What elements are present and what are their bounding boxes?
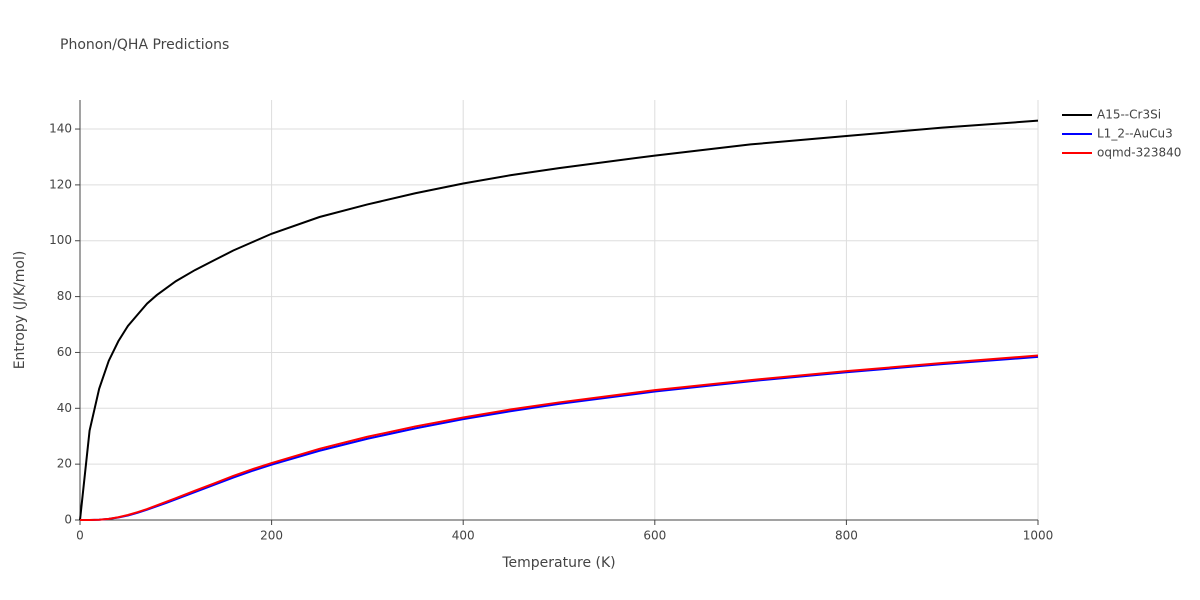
x-tick-label: 200 — [260, 529, 283, 543]
y-axis-title: Entropy (J/K/mol) — [12, 251, 28, 370]
legend-label: oqmd-323840 — [1097, 146, 1181, 160]
y-tick-label: 100 — [49, 233, 72, 247]
chart-title: Phonon/QHA Predictions — [60, 37, 229, 53]
x-tick-label: 0 — [76, 529, 84, 543]
y-tick-label: 20 — [57, 457, 72, 471]
y-tick-label: 140 — [49, 122, 72, 136]
legend-label: A15--Cr3Si — [1097, 108, 1161, 122]
y-tick-label: 0 — [64, 513, 72, 527]
y-tick-label: 40 — [57, 401, 72, 415]
x-tick-label: 1000 — [1023, 529, 1054, 543]
x-tick-label: 600 — [643, 529, 666, 543]
y-tick-label: 60 — [57, 345, 72, 359]
y-tick-label: 120 — [49, 177, 72, 191]
series-line — [80, 355, 1039, 521]
legend-label: L1_2--AuCu3 — [1097, 127, 1173, 141]
y-tick-label: 80 — [57, 289, 72, 303]
x-tick-label: 800 — [835, 529, 858, 543]
x-tick-label: 400 — [452, 529, 475, 543]
series-line — [80, 354, 1039, 521]
x-axis-title: Temperature (K) — [501, 555, 615, 571]
series-line — [79, 119, 1039, 521]
